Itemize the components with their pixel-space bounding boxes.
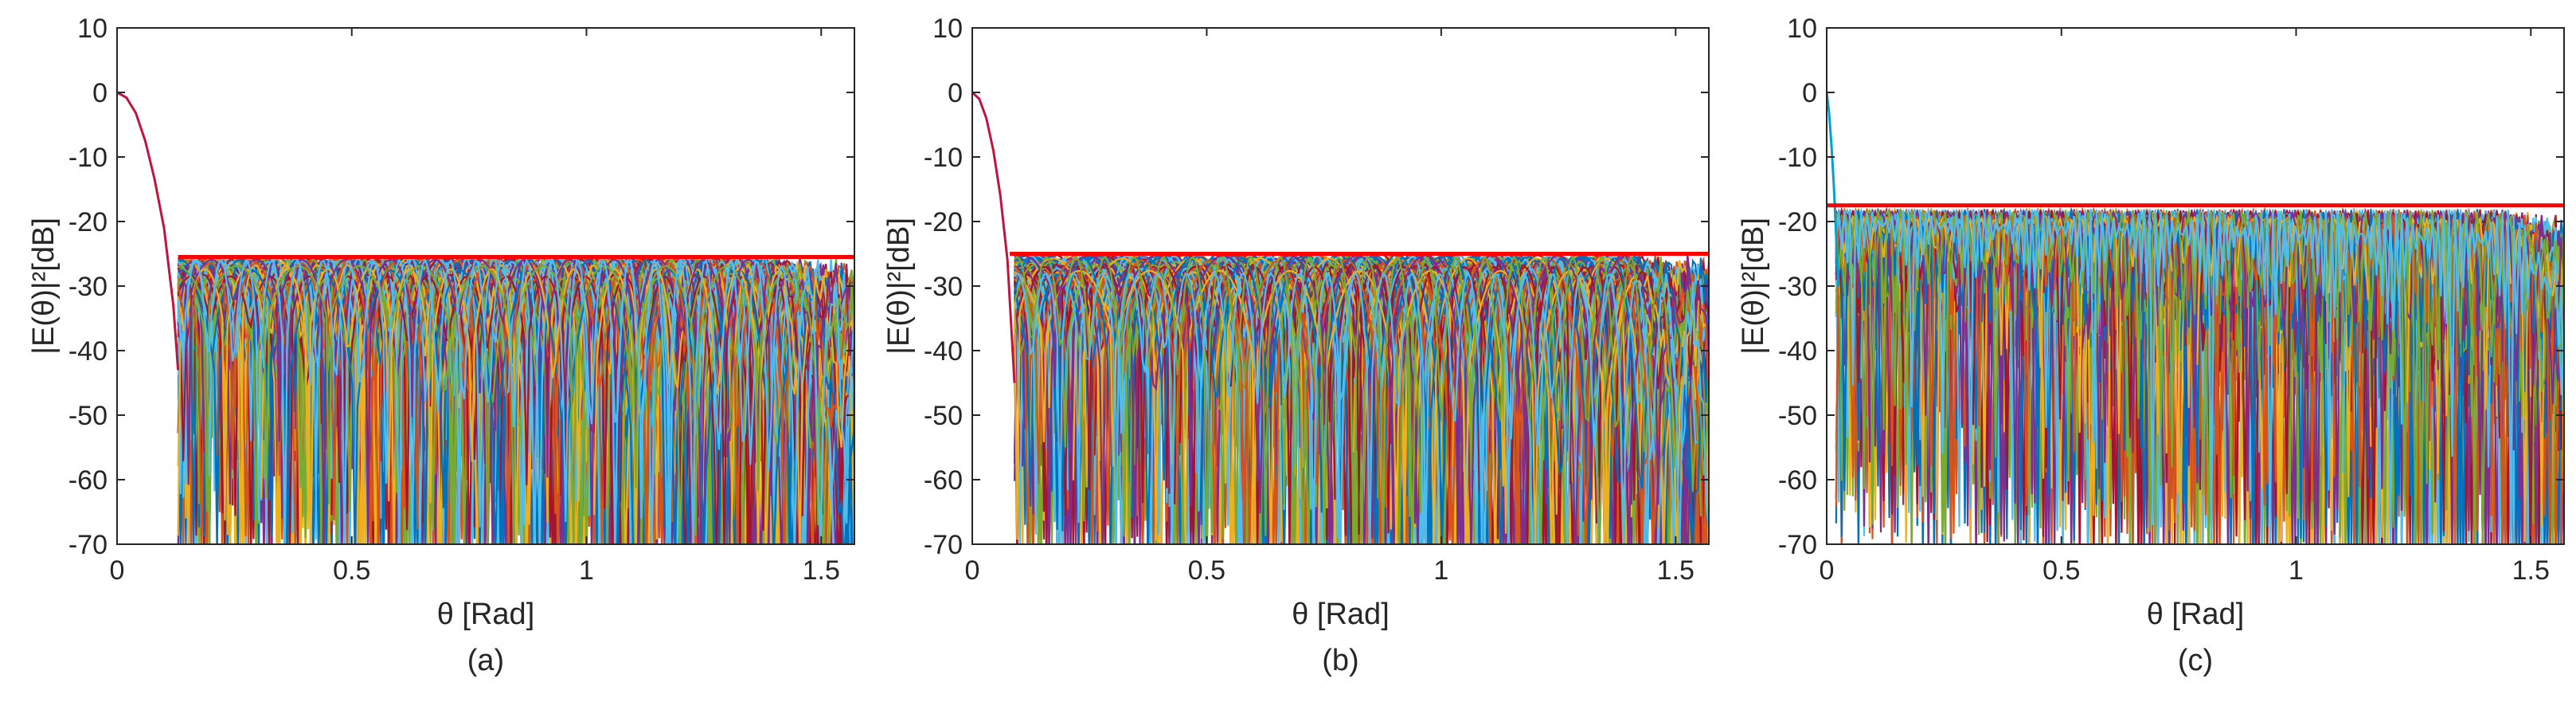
plot-area (1827, 92, 2564, 544)
y-tick-label: -10 (68, 143, 107, 173)
y-tick-label: -20 (924, 207, 963, 237)
series-line (177, 257, 854, 544)
x-tick-label: 0.5 (333, 555, 370, 586)
x-tick-label: 0.5 (1188, 555, 1225, 586)
y-tick-label: -60 (924, 465, 963, 496)
y-axis-label: |E(θ)|²[dB] (1737, 218, 1770, 355)
series-line (1835, 220, 2564, 544)
y-tick-label: -70 (68, 530, 107, 560)
y-tick-label: -70 (924, 530, 963, 560)
y-tick-label: -50 (68, 401, 107, 431)
y-tick-label: 10 (77, 14, 107, 44)
x-tick-label: 0 (1820, 555, 1835, 586)
x-axis-label: θ [Rad] (437, 598, 535, 631)
series-line (177, 256, 854, 544)
series-line (178, 265, 854, 544)
x-tick-label: 1.5 (803, 555, 840, 586)
panel-label: (a) (467, 644, 504, 677)
y-tick-label: -40 (68, 336, 107, 367)
y-tick-label: -50 (1778, 401, 1817, 431)
y-tick-label: -30 (68, 272, 107, 302)
y-tick-label: -20 (68, 207, 107, 237)
y-tick-label: 0 (948, 78, 963, 108)
x-axis-label: θ [Rad] (2147, 598, 2245, 631)
y-tick-label: -50 (924, 401, 963, 431)
chart-panel-2: 100-10-20-30-40-50-60-700 0.5 1 1.5θ [Rad]|… (882, 14, 1710, 677)
y-tick-label: -30 (924, 272, 963, 302)
series-line (1014, 254, 1709, 544)
series-line (177, 262, 854, 544)
y-tick-label: 0 (92, 78, 107, 108)
y-tick-label: -70 (1778, 530, 1817, 560)
y-tick-label: -20 (1778, 207, 1817, 237)
x-tick-label: 1.5 (2512, 555, 2550, 586)
y-tick-label: -40 (1778, 336, 1817, 367)
series-line (1835, 209, 2564, 544)
x-tick-label: 1 (579, 555, 594, 586)
y-tick-label: -60 (68, 465, 107, 496)
plot-area (117, 91, 854, 544)
x-tick-label: 1 (2289, 555, 2304, 586)
x-tick-label: 0.5 (2042, 555, 2080, 586)
chart-panel-1: 100-10-20-30-40-50-60-700 0.5 1 1.5θ [Rad]|… (27, 14, 855, 677)
x-axis-label: θ [Rad] (1292, 598, 1390, 631)
main-lobe-line (117, 91, 180, 371)
x-tick-label: 0 (110, 555, 125, 586)
main-lobe-line (972, 91, 1016, 383)
panel-label: (c) (2178, 644, 2213, 677)
y-tick-label: 10 (1787, 14, 1817, 44)
y-tick-label: -10 (1778, 143, 1817, 173)
x-tick-label: 0 (965, 555, 980, 586)
plot-area (972, 91, 1709, 544)
y-tick-label: 10 (932, 14, 963, 44)
chart-panel-3: 100-10-20-30-40-50-60-700 0.5 1 1.5θ [Rad]|… (1737, 14, 2565, 677)
x-tick-label: 1 (1433, 555, 1448, 586)
y-tick-label: -30 (1778, 272, 1817, 302)
y-axis-label: |E(θ)|²[dB] (27, 218, 61, 355)
y-tick-label: -40 (924, 336, 963, 367)
y-tick-label: 0 (1802, 78, 1817, 108)
series-line (1014, 271, 1709, 544)
x-tick-label: 1.5 (1657, 555, 1695, 586)
y-tick-label: -10 (924, 143, 963, 173)
y-tick-label: -60 (1778, 465, 1817, 496)
y-axis-label: |E(θ)|²[dB] (882, 218, 916, 355)
series-line (1014, 254, 1709, 544)
panel-label: (b) (1322, 644, 1358, 677)
main-lobe-line (1827, 92, 1840, 287)
series-line (177, 259, 854, 544)
